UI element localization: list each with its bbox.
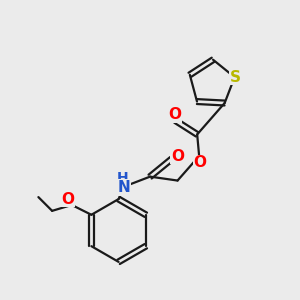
Text: O: O: [168, 107, 181, 122]
Text: O: O: [194, 155, 207, 170]
Text: H: H: [117, 171, 128, 184]
Text: O: O: [171, 148, 184, 164]
Text: O: O: [61, 192, 74, 207]
Text: S: S: [230, 70, 241, 85]
Text: N: N: [117, 180, 130, 195]
